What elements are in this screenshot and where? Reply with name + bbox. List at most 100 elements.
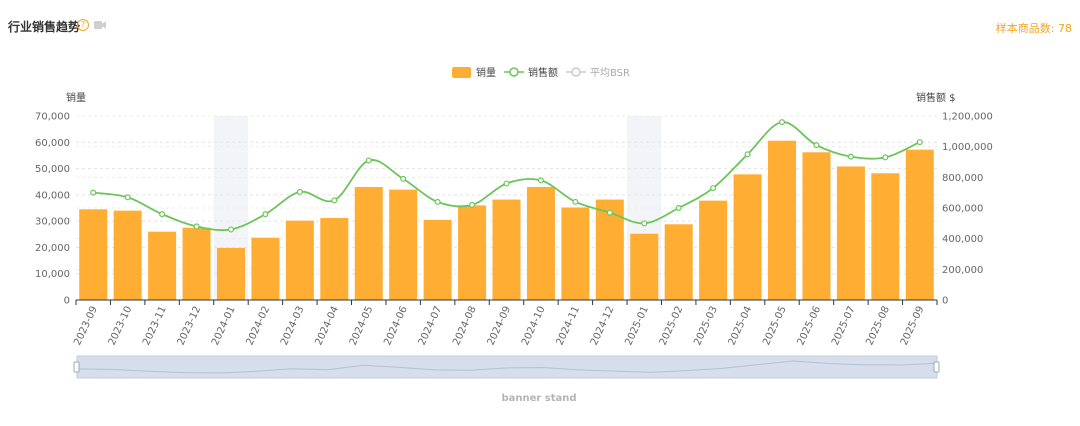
legend-item-avg-bsr[interactable]: 平均BSR (566, 67, 630, 79)
y-left-tick: 40,000 (35, 190, 70, 201)
legend-swatch-marker (571, 67, 581, 77)
zoom-slider[interactable] (73, 355, 940, 379)
bar (526, 186, 555, 300)
x-tick-label: 2025-03 (692, 305, 720, 348)
x-tick-label: 2024-01 (210, 305, 238, 348)
line-point (159, 211, 166, 218)
bar-series (79, 140, 934, 300)
legend-label: 平均BSR (590, 67, 630, 79)
x-tick-label: 2024-08 (451, 305, 479, 348)
bar (905, 149, 934, 300)
x-tick-label: 2024-10 (520, 305, 548, 348)
y-left-tick: 10,000 (35, 269, 70, 280)
line-point (675, 205, 682, 212)
line-point (296, 188, 303, 195)
bar (182, 227, 211, 300)
x-tick-label: 2024-05 (348, 305, 376, 348)
x-tick-label: 2024-06 (382, 305, 410, 348)
bar (216, 247, 245, 300)
x-tick-label: 2023-10 (107, 305, 135, 348)
y-left-axis-label: 销量 (66, 91, 86, 104)
line-point (641, 220, 648, 227)
x-tick-label: 2024-07 (417, 305, 445, 348)
x-tick-label: 2025-01 (623, 305, 651, 348)
line-point (469, 201, 476, 208)
x-tick-label: 2024-04 (313, 305, 341, 348)
line-point (710, 185, 717, 192)
bar (871, 173, 900, 300)
sample-count: 样本商品数: 78 (995, 22, 1072, 35)
video-icon[interactable] (94, 21, 106, 29)
y-left-tick: 50,000 (35, 164, 70, 175)
bar (148, 231, 177, 300)
line-point (227, 226, 234, 233)
bar (285, 220, 314, 300)
line-series (90, 119, 923, 233)
line-point (400, 175, 407, 182)
y-right-tick: 600,000 (942, 204, 983, 215)
slider-track (76, 355, 938, 379)
line-point (882, 154, 889, 161)
line-point (124, 194, 131, 201)
line-point (193, 223, 200, 230)
y-right-tick: 200,000 (942, 265, 983, 276)
line-point (572, 198, 579, 205)
bar (664, 224, 693, 300)
y-right-tick: 400,000 (942, 234, 983, 245)
line-point (606, 209, 613, 216)
y-right-axis-label: 销售额 $ (916, 91, 956, 104)
legend-label: 销量 (476, 66, 496, 79)
chart-title: 行业销售趋势 (8, 20, 81, 34)
legend-swatch-marker (509, 67, 519, 77)
line-point (434, 198, 441, 205)
x-tick-label: 2023-11 (141, 305, 169, 348)
x-tick-label: 2024-09 (486, 305, 514, 348)
line-point (779, 119, 786, 126)
y-left-tick: 20,000 (35, 243, 70, 254)
x-tick-label: 2025-05 (761, 305, 789, 348)
x-tick-label: 2025-08 (864, 305, 892, 348)
y-left-tick: 60,000 (35, 138, 70, 149)
help-icon[interactable]: ? (77, 19, 89, 31)
x-tick-label: 2025-04 (727, 305, 755, 348)
bar (79, 209, 108, 300)
line-point (365, 157, 372, 164)
legend-label: 销售额 (528, 66, 558, 79)
x-tick-label: 2024-02 (245, 305, 273, 348)
legend-item-sales-amount[interactable]: 销售额 (504, 66, 558, 79)
x-tick-label: 2023-12 (176, 305, 204, 348)
slider-sparkline (76, 360, 938, 374)
bar (630, 233, 659, 300)
bar (113, 210, 142, 300)
y-right-tick: 1,200,000 (942, 112, 993, 123)
x-tick-label: 2025-09 (899, 305, 927, 348)
bar (733, 174, 762, 300)
legend: 销量 销售额 平均BSR (452, 66, 630, 79)
bar (836, 166, 865, 300)
y-left-tick: 70,000 (35, 112, 70, 123)
x-tick-label: 2025-07 (830, 305, 858, 348)
footer-label: banner stand (501, 393, 576, 404)
bar (802, 152, 831, 300)
slider-handle-right (933, 361, 940, 373)
x-tick-label: 2025-02 (658, 305, 686, 348)
line-point (331, 197, 338, 204)
bar (561, 207, 590, 300)
legend-swatch-bar (452, 67, 471, 78)
legend-item-sales-volume[interactable]: 销量 (452, 66, 496, 79)
bar (423, 219, 452, 300)
x-tick-label: 2024-11 (554, 305, 582, 348)
x-tick-label: 2023-09 (72, 305, 100, 348)
line-point (537, 177, 544, 184)
line-point (916, 139, 923, 146)
bar (492, 199, 521, 300)
bar (699, 200, 728, 300)
bar (389, 189, 418, 300)
y-left-tick: 0 (64, 296, 70, 307)
x-tick-label: 2025-06 (796, 305, 824, 348)
x-tick-label: 2024-03 (279, 305, 307, 348)
bar (768, 140, 797, 300)
y-right-tick: 0 (942, 296, 948, 307)
bar (354, 186, 383, 300)
